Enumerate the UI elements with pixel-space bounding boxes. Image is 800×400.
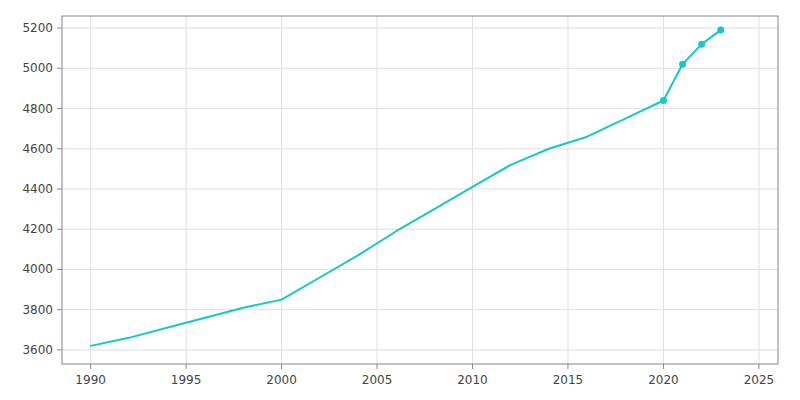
y-tick [57, 68, 62, 69]
plot-area [62, 16, 778, 364]
y-grid-line [62, 28, 778, 29]
tick-labels: 1990 1995 2000 2005 2010 2015 2020 2025 3600 3800… [22, 21, 774, 387]
x-tick [377, 364, 378, 369]
y-tick [57, 188, 62, 189]
y-tick-label: 3600 [22, 343, 53, 357]
x-tick-label: 2000 [266, 373, 297, 387]
plot-frame [62, 16, 778, 364]
x-tick [472, 364, 473, 369]
y-tick-label: 5200 [22, 21, 53, 35]
marker [698, 41, 705, 48]
x-tick-label: 2015 [553, 373, 584, 387]
y-tick [57, 349, 62, 350]
x-tick-label: 2010 [457, 373, 488, 387]
y-tick-label: 4400 [22, 182, 53, 196]
x-tick [90, 364, 91, 369]
y-tick [57, 309, 62, 310]
y-tick-label: 4800 [22, 102, 53, 116]
x-tick-label: 1990 [75, 373, 106, 387]
x-tick-label: 1995 [171, 373, 202, 387]
data [91, 27, 725, 346]
y-grid-line [62, 108, 778, 109]
y-tick-label: 3800 [22, 303, 53, 317]
x-tick [186, 364, 187, 369]
line [91, 30, 721, 346]
y-grid-line [62, 68, 778, 69]
y-grid-line [62, 269, 778, 270]
y-tick [57, 148, 62, 149]
y-tick [57, 269, 62, 270]
y-tick-label: 5000 [22, 61, 53, 75]
x-tick-label: 2005 [362, 373, 393, 387]
x-tick [281, 364, 282, 369]
grid [57, 16, 778, 369]
x-tick [758, 364, 759, 369]
chart: 1990 1995 2000 2005 2010 2015 2020 2025 3600 3800… [0, 0, 800, 400]
x-tick [663, 364, 664, 369]
y-grid-line [62, 349, 778, 350]
y-grid-line [62, 148, 778, 149]
x-tick-label: 2025 [744, 373, 775, 387]
marker [679, 61, 686, 68]
y-tick-label: 4600 [22, 142, 53, 156]
y-tick [57, 229, 62, 230]
y-tick [57, 28, 62, 29]
x-tick [567, 364, 568, 369]
y-grid-line [62, 188, 778, 189]
marker [660, 97, 667, 104]
y-tick [57, 108, 62, 109]
x-tick-label: 2020 [648, 373, 679, 387]
y-grid-line [62, 309, 778, 310]
y-tick-label: 4200 [22, 222, 53, 236]
marker [717, 27, 724, 34]
y-tick-label: 4000 [22, 262, 53, 276]
y-grid-line [62, 229, 778, 230]
